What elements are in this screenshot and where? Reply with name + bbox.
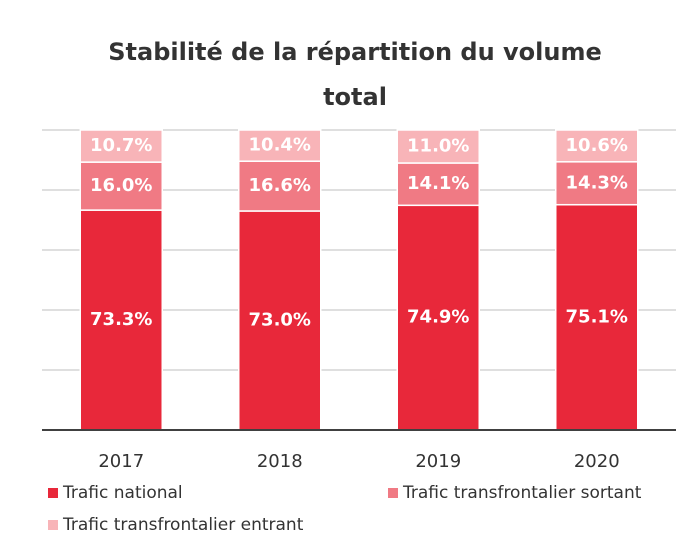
bar-segment bbox=[79, 129, 163, 163]
legend-swatch bbox=[48, 520, 58, 530]
data-label: 73.0% bbox=[249, 310, 311, 331]
bar-segment bbox=[396, 129, 480, 164]
bar-segment bbox=[396, 204, 480, 431]
data-label: 14.1% bbox=[407, 173, 469, 194]
bar-segment bbox=[238, 129, 322, 162]
data-label: 11.0% bbox=[407, 136, 469, 157]
x-tick-label: 2018 bbox=[257, 451, 303, 472]
data-label: 16.0% bbox=[90, 175, 152, 196]
data-label: 75.1% bbox=[566, 306, 628, 327]
x-tick-label: 2019 bbox=[415, 451, 461, 472]
bar-segment bbox=[396, 162, 480, 207]
legend-swatch bbox=[388, 488, 398, 498]
data-label: 10.6% bbox=[566, 135, 628, 156]
data-label: 73.3% bbox=[90, 309, 152, 330]
bar-segment bbox=[238, 210, 322, 431]
data-label: 10.4% bbox=[249, 135, 311, 156]
bar-segment bbox=[238, 160, 322, 212]
data-label: 74.9% bbox=[407, 307, 469, 328]
bar-segment bbox=[79, 161, 163, 211]
chart-title: Stabilité de la répartition du volume to… bbox=[108, 38, 602, 111]
legend-label: Trafic transfrontalier sortant bbox=[402, 483, 642, 503]
x-tick-label: 2020 bbox=[574, 451, 620, 472]
legend-label: Trafic transfrontalier entrant bbox=[62, 515, 304, 535]
data-label: 14.3% bbox=[566, 172, 628, 193]
bar-segment bbox=[555, 161, 639, 206]
bar-segment bbox=[555, 129, 639, 163]
data-label: 16.6% bbox=[249, 175, 311, 196]
legend-label: Trafic national bbox=[62, 483, 183, 503]
x-tick-label: 2017 bbox=[98, 451, 144, 472]
data-label: 10.7% bbox=[90, 135, 152, 156]
bar-segment bbox=[555, 203, 639, 431]
legend-swatch bbox=[48, 488, 58, 498]
